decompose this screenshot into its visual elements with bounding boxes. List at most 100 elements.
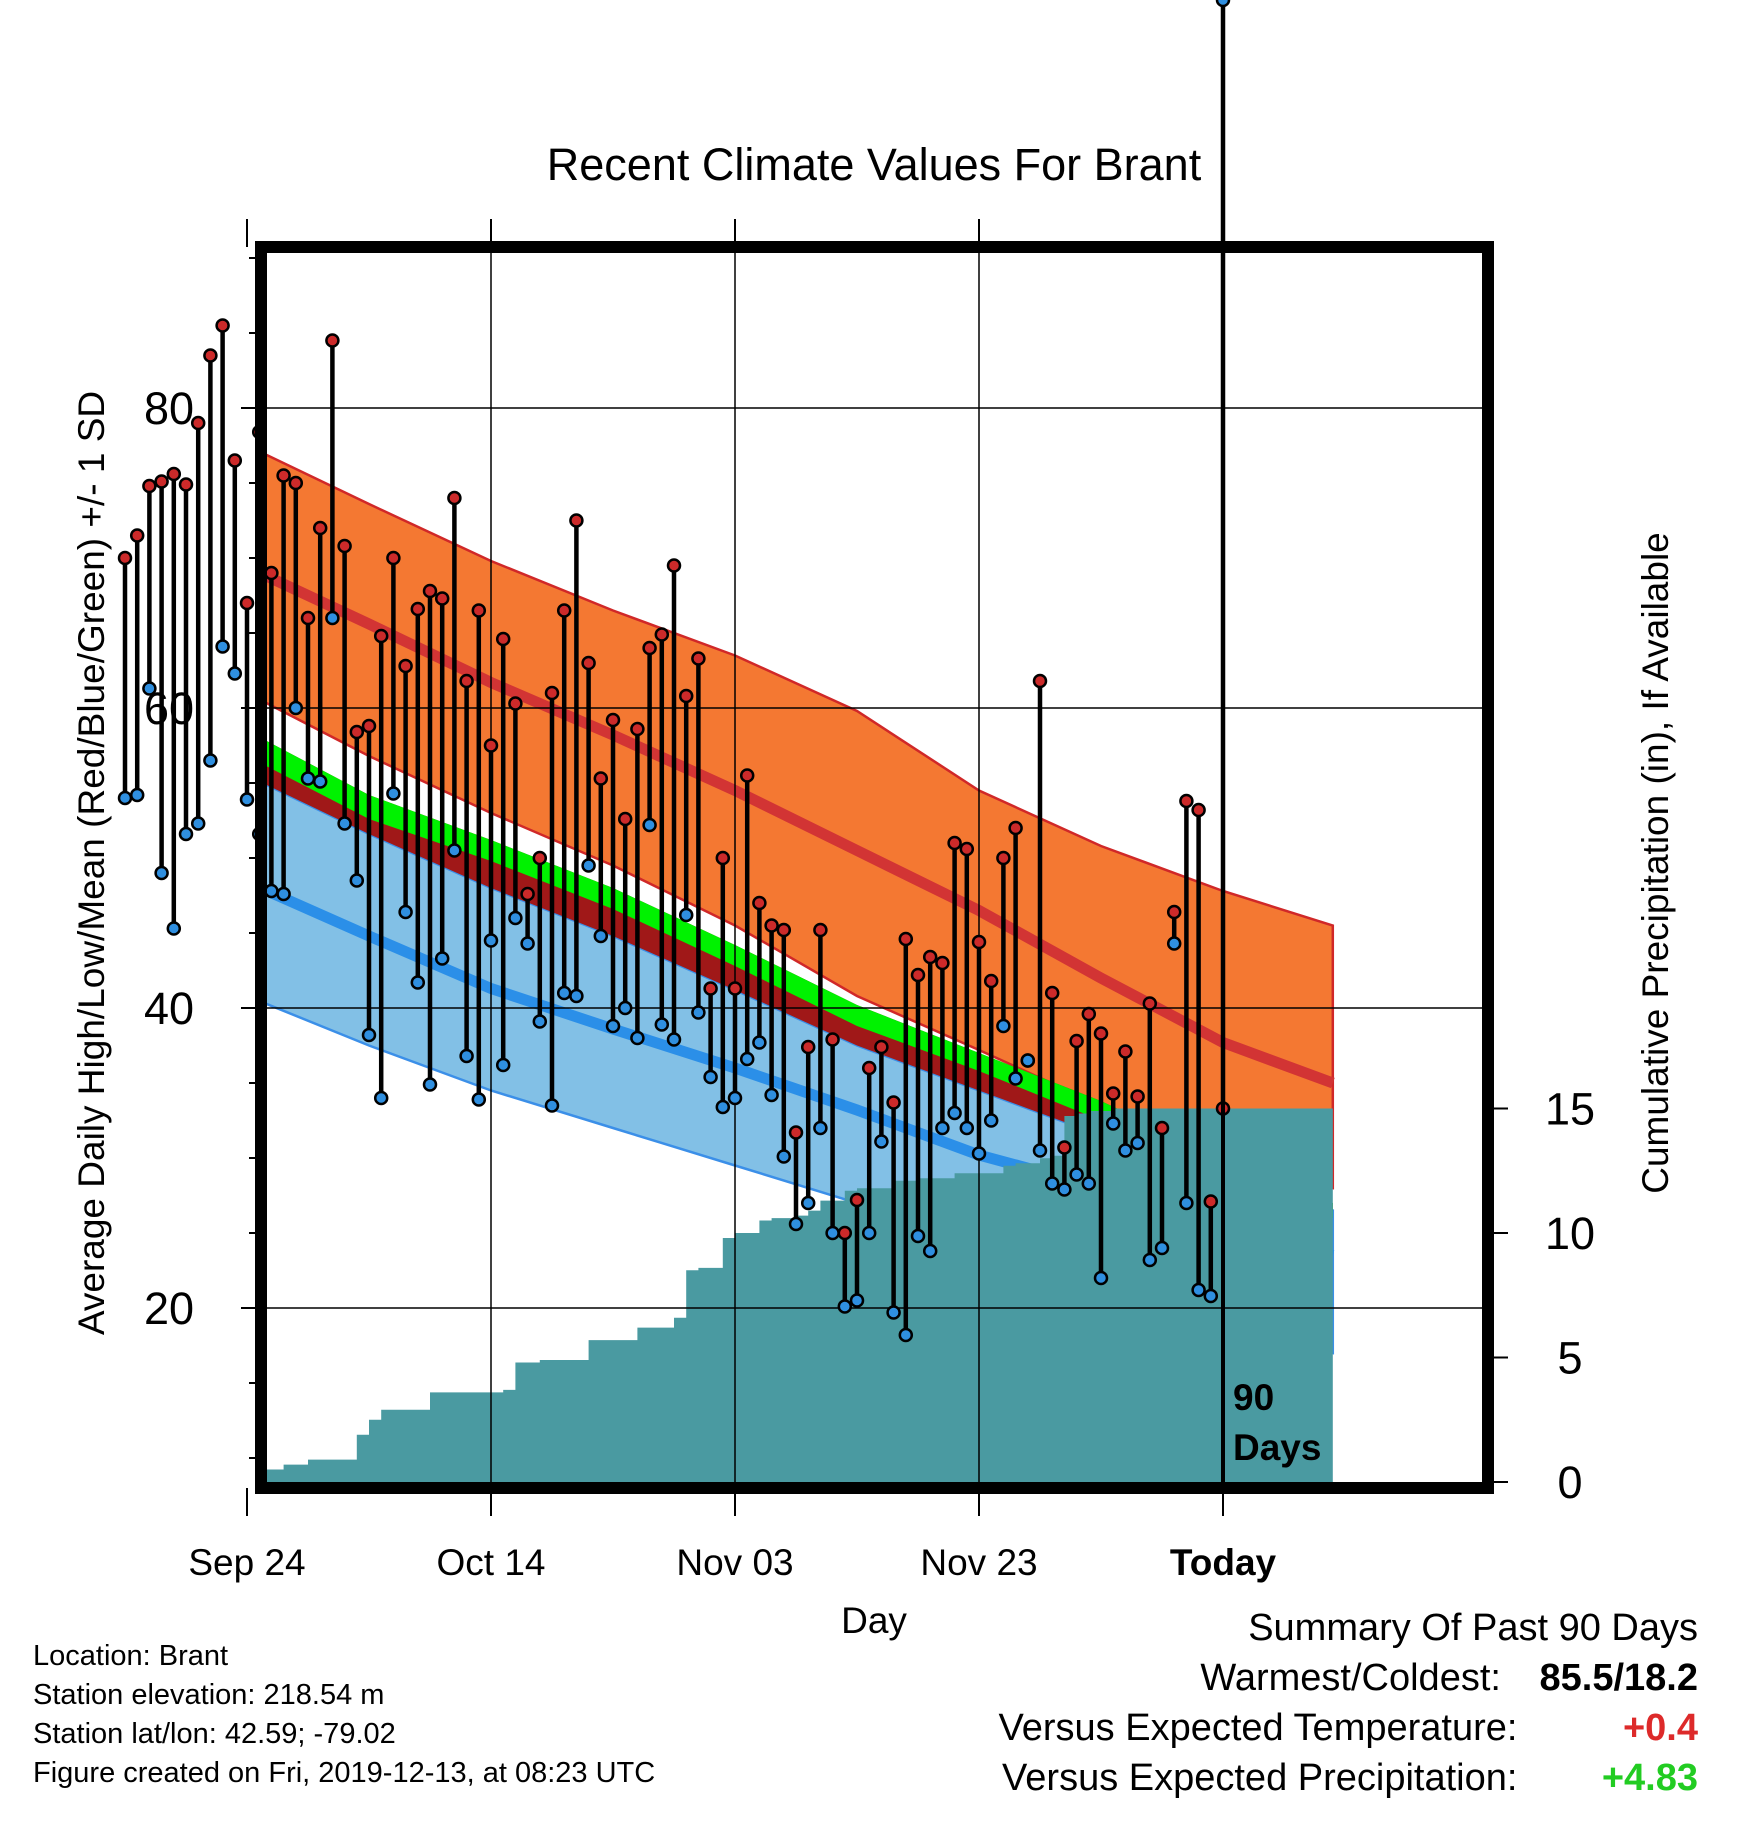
high-temp-point bbox=[1105, 1086, 1121, 1101]
high-temp-point bbox=[703, 981, 718, 996]
low-temp-point bbox=[666, 1032, 682, 1047]
high-temp-point bbox=[508, 696, 523, 711]
high-temp-point bbox=[190, 415, 206, 431]
low-temp-point bbox=[349, 873, 365, 888]
low-temp-point bbox=[837, 1299, 853, 1314]
low-temp-point bbox=[373, 1090, 389, 1106]
high-temp-point bbox=[215, 318, 230, 333]
x-tick-label: Sep 24 bbox=[188, 1542, 305, 1583]
precip-anomaly-row: Versus Expected Precipitation: +4.83 bbox=[999, 1753, 1698, 1803]
high-temp-point bbox=[178, 477, 194, 492]
low-temp-point bbox=[1093, 1270, 1109, 1286]
high-temp-point bbox=[910, 967, 926, 983]
summary-heading: Summary Of Past 90 Days bbox=[1248, 1607, 1698, 1649]
high-temp-point bbox=[325, 333, 340, 348]
high-temp-point bbox=[166, 466, 182, 482]
low-temp-point bbox=[983, 1113, 999, 1128]
high-temp-point bbox=[1191, 802, 1206, 818]
high-temp-point bbox=[678, 688, 694, 704]
warmest-coldest-row: Warmest/Coldest: 85.5/18.2 bbox=[999, 1653, 1698, 1703]
elevation-text: Station elevation: 218.54 m bbox=[33, 1679, 385, 1711]
high-temp-point bbox=[996, 850, 1011, 866]
temp-anomaly-value: +0.4 bbox=[1622, 1707, 1698, 1749]
warmest-coldest-value: 85.5/18.2 bbox=[1539, 1657, 1698, 1699]
low-temp-point bbox=[459, 1048, 474, 1064]
high-temp-point bbox=[556, 603, 572, 618]
y2-tick-label: 0 bbox=[1557, 1457, 1582, 1508]
low-temp-point bbox=[508, 910, 523, 926]
low-temp-point bbox=[752, 1035, 767, 1050]
low-temp-point bbox=[1081, 1176, 1097, 1191]
low-temp-point bbox=[203, 753, 218, 768]
high-temp-point bbox=[800, 1039, 816, 1055]
low-temp-point bbox=[129, 787, 145, 803]
low-temp-point bbox=[764, 1087, 779, 1103]
low-temp-point bbox=[386, 786, 401, 801]
high-temp-point bbox=[386, 550, 401, 566]
high-temp-point bbox=[922, 949, 938, 965]
high-temp-point bbox=[874, 1039, 889, 1055]
low-temp-point bbox=[617, 1000, 633, 1016]
high-temp-point bbox=[410, 601, 426, 617]
created-text: Figure created on Fri, 2019-12-13, at 08… bbox=[33, 1757, 656, 1789]
high-temp-point bbox=[276, 468, 291, 483]
high-temp-point bbox=[1008, 820, 1023, 836]
high-temp-point bbox=[312, 520, 328, 536]
high-temp-point bbox=[1142, 996, 1158, 1011]
chart-title: Recent Climate Values For Brant bbox=[547, 139, 1202, 190]
plot-area bbox=[267, 253, 1482, 1482]
low-temp-point bbox=[1166, 936, 1182, 951]
low-temp-point bbox=[849, 1293, 865, 1308]
low-temp-point bbox=[227, 666, 243, 681]
low-temp-point bbox=[727, 1090, 743, 1106]
low-temp-point bbox=[1118, 1143, 1133, 1158]
low-temp-point bbox=[959, 1120, 975, 1136]
low-temp-point bbox=[239, 792, 255, 807]
low-temp-point bbox=[788, 1216, 804, 1232]
high-temp-point bbox=[935, 955, 950, 971]
high-temp-point bbox=[495, 631, 511, 647]
high-temp-point bbox=[569, 513, 584, 528]
high-temp-point bbox=[434, 591, 450, 606]
low-temp-point bbox=[422, 1077, 438, 1092]
low-temp-point bbox=[300, 771, 316, 786]
low-temp-point bbox=[1215, 0, 1231, 8]
low-temp-point bbox=[117, 790, 133, 806]
low-temp-point bbox=[288, 700, 304, 716]
low-temp-point bbox=[495, 1057, 511, 1073]
high-temp-point bbox=[959, 841, 975, 857]
high-temp-point bbox=[129, 528, 145, 543]
low-temp-point bbox=[1203, 1288, 1219, 1304]
high-temp-point bbox=[971, 934, 987, 950]
precipitation-area bbox=[267, 1108, 1333, 1482]
low-temp-point bbox=[1032, 1143, 1048, 1158]
low-temp-point bbox=[678, 907, 694, 923]
high-temp-point bbox=[593, 771, 609, 786]
high-temp-point bbox=[813, 922, 828, 938]
low-temp-point bbox=[398, 904, 413, 920]
low-temp-point bbox=[544, 1098, 560, 1113]
x-tick-label: Oct 14 bbox=[437, 1542, 546, 1583]
y-tick-label: 40 bbox=[144, 983, 194, 1034]
temp-anomaly-label: Versus Expected Temperature: bbox=[998, 1707, 1518, 1749]
low-temp-point bbox=[581, 858, 596, 873]
high-temp-point bbox=[1154, 1120, 1170, 1136]
high-temp-point bbox=[983, 973, 999, 989]
high-temp-point bbox=[264, 565, 279, 581]
low-temp-point bbox=[800, 1195, 816, 1211]
high-temp-point bbox=[422, 583, 438, 599]
high-temp-point bbox=[1130, 1089, 1145, 1104]
low-temp-point bbox=[1191, 1282, 1206, 1298]
low-temp-point bbox=[471, 1092, 487, 1107]
axes: 20 40 60 80 0 5 10 15 Sep 24 Oct 14 Nov 03 Nov 23 To… bbox=[144, 219, 1595, 1583]
high-temp-point bbox=[886, 1095, 901, 1110]
low-temp-point bbox=[532, 1014, 548, 1029]
low-temp-point bbox=[739, 1051, 755, 1067]
x-axis-label: Day bbox=[841, 1600, 907, 1641]
high-temp-point bbox=[691, 651, 706, 666]
high-temp-point bbox=[727, 981, 743, 996]
low-temp-point bbox=[178, 826, 194, 842]
high-temp-point bbox=[1057, 1140, 1072, 1155]
high-temp-point bbox=[1166, 904, 1182, 920]
low-temp-point bbox=[447, 843, 462, 858]
